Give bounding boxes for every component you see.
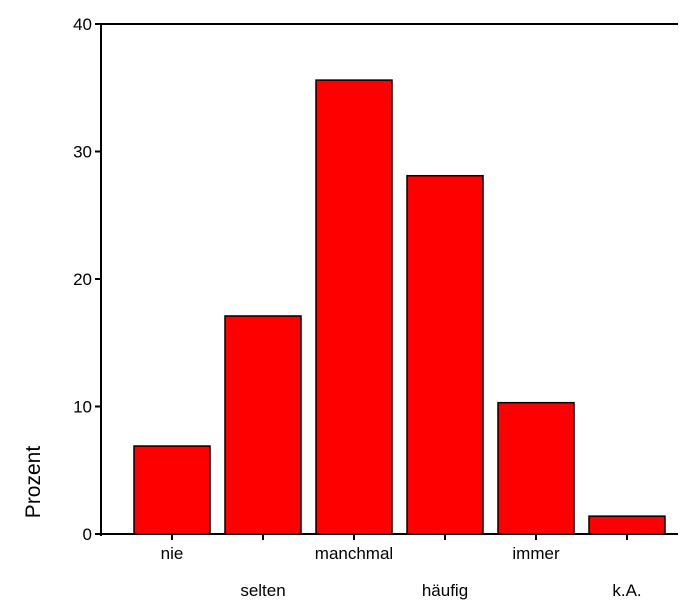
x-tick-label: k.A. (612, 581, 641, 600)
bar-selten (224, 315, 302, 535)
bar-manchmal (315, 79, 393, 535)
y-tick-label: 10 (73, 398, 92, 417)
y-tick-label: 0 (83, 525, 92, 544)
bars (133, 79, 666, 535)
bar-h-ufig (406, 174, 484, 535)
x-tick-label: manchmal (315, 544, 393, 563)
y-axis-title: Prozent (22, 446, 45, 519)
x-tick-label: immer (512, 544, 560, 563)
x-tick-label: häufig (422, 581, 468, 600)
x-axis-ticks: nie selten manchmal häufig immer k.A. (161, 534, 642, 600)
bar-k-a (588, 515, 666, 535)
x-tick-label: selten (240, 581, 285, 600)
bar-immer (497, 401, 575, 535)
bar-nie (133, 445, 211, 535)
y-tick-label: 30 (73, 143, 92, 162)
y-tick-label: 20 (73, 270, 92, 289)
y-axis-ticks: 0 10 20 30 40 (73, 15, 101, 544)
x-tick-label: nie (161, 544, 184, 563)
y-tick-label: 40 (73, 15, 92, 34)
